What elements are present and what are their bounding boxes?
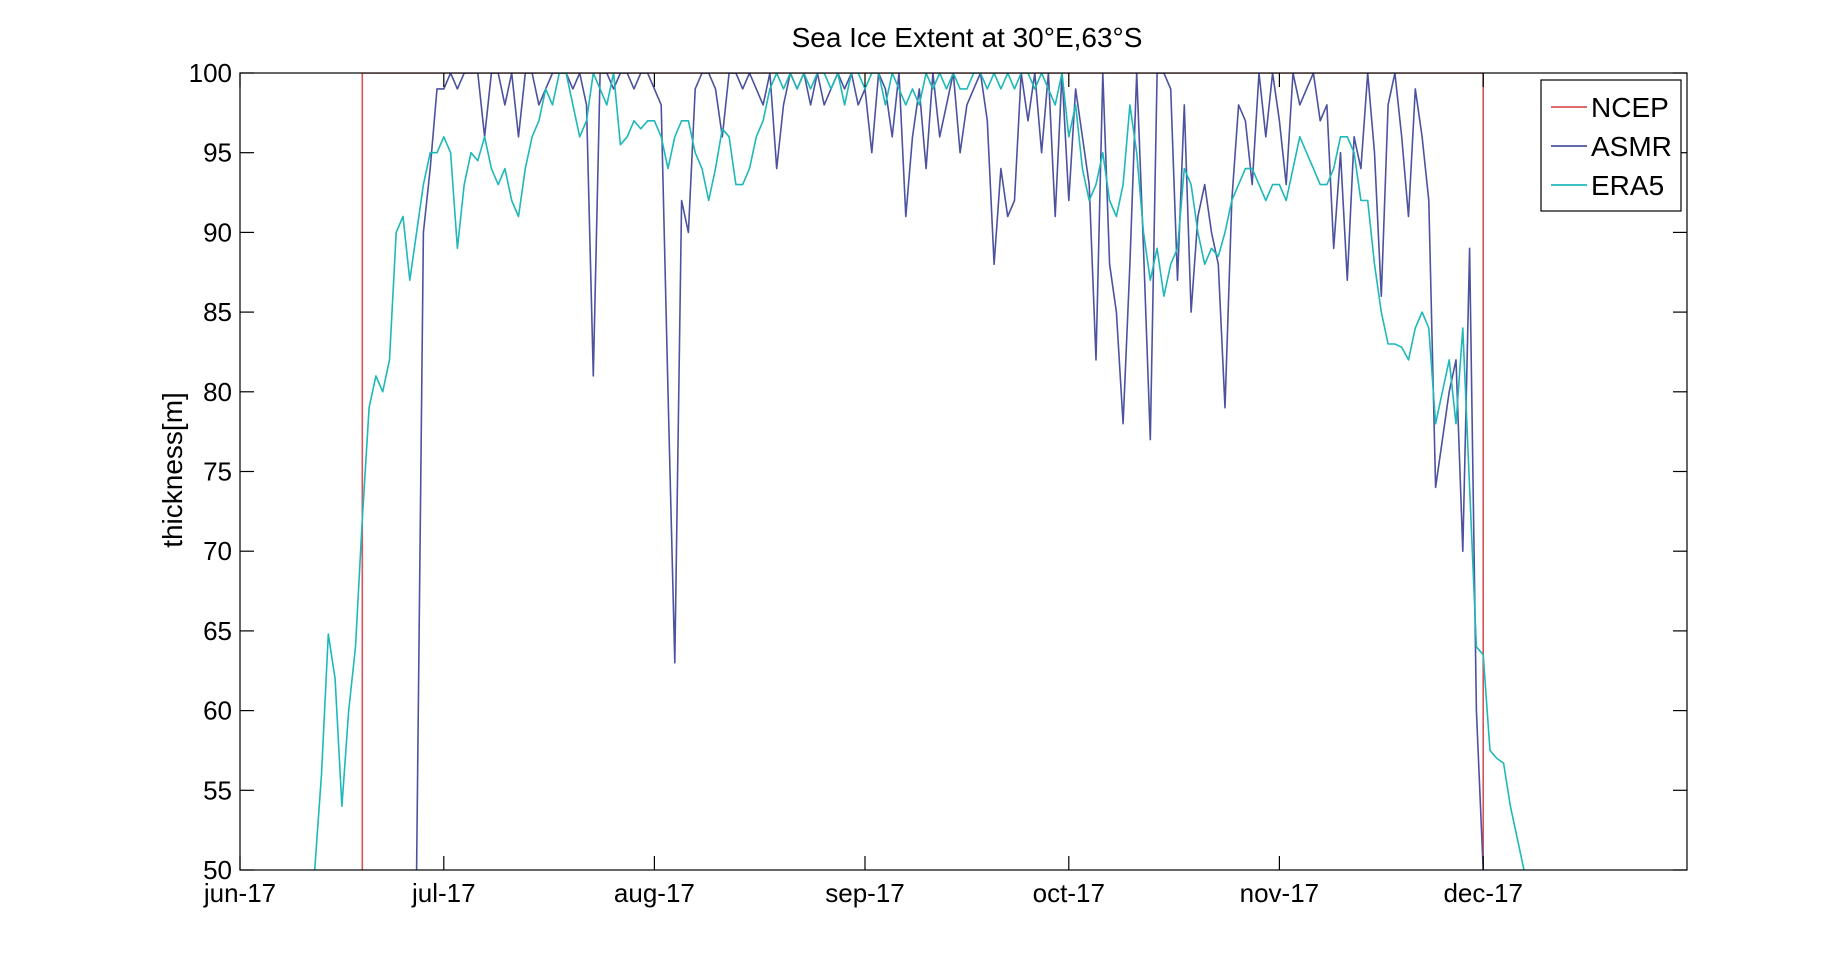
series-line-ncep — [361, 73, 1484, 870]
legend-label-era5: ERA5 — [1591, 170, 1664, 201]
x-tick-label: jul-17 — [411, 878, 476, 908]
y-tick-label: 75 — [203, 457, 232, 487]
legend-label-ncep: NCEP — [1591, 92, 1669, 123]
legend-label-asmr: ASMR — [1591, 131, 1672, 162]
y-tick-label: 90 — [203, 217, 232, 247]
series-line-asmr — [415, 73, 1484, 870]
plot-background — [240, 73, 1687, 870]
y-tick-label: 60 — [203, 696, 232, 726]
x-tick-label: dec-17 — [1443, 878, 1523, 908]
y-tick-label: 85 — [203, 297, 232, 327]
legend: NCEP ASMR ERA5 — [1540, 79, 1682, 212]
plot-frame — [239, 72, 1688, 871]
x-tick-label: sep-17 — [825, 878, 905, 908]
y-tick-label: 50 — [203, 855, 232, 885]
y-tick-label: 95 — [203, 138, 232, 168]
x-tick-label: nov-17 — [1240, 878, 1320, 908]
series-layer — [313, 73, 1525, 870]
tick-layer: 50 55 60 65 70 75 80 85 90 95 100 jun-17 jul-17 aug-1… — [189, 58, 1687, 908]
y-tick-label: 65 — [203, 616, 232, 646]
y-tick-label: 55 — [203, 775, 232, 805]
series-line-era5 — [313, 73, 1525, 870]
y-tick-label: 70 — [203, 536, 232, 566]
chart-title: Sea Ice Extent at 30°E,63°S — [792, 22, 1143, 53]
y-axis-label: thickness[m] — [157, 392, 188, 548]
plot-area: 50 55 60 65 70 75 80 85 90 95 100 jun-17 jul-17 aug-1… — [189, 58, 1688, 908]
x-tick-label: jun-17 — [203, 878, 276, 908]
y-tick-label: 80 — [203, 377, 232, 407]
x-tick-label: aug-17 — [614, 878, 695, 908]
y-tick-label: 100 — [189, 58, 232, 88]
x-tick-label: oct-17 — [1033, 878, 1105, 908]
